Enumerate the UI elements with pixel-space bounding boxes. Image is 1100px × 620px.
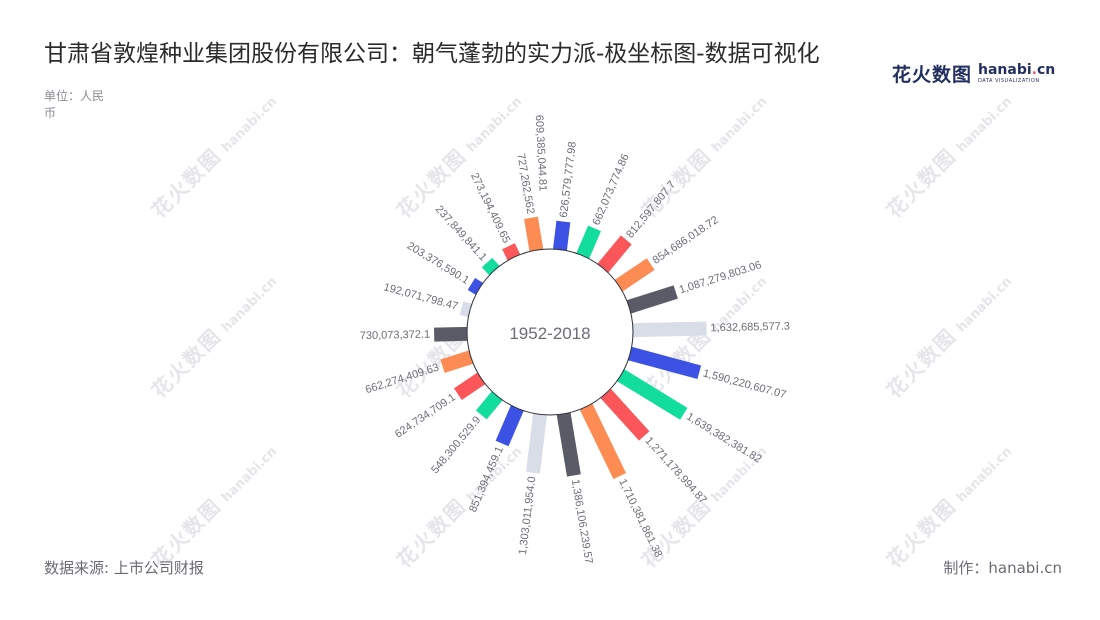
data-label: 662,274,409.63 bbox=[364, 362, 441, 397]
radial-bar bbox=[578, 401, 627, 480]
data-label: 730,073,372.1 bbox=[360, 329, 431, 343]
data-label: 1,639,382,381.82 bbox=[684, 411, 763, 466]
radial-bar bbox=[625, 285, 678, 315]
radial-bar bbox=[599, 387, 650, 441]
unit-label: 单位：人民币 bbox=[44, 89, 105, 120]
data-label: 273,194,409.65 bbox=[468, 171, 512, 245]
data-label: 1,303,011,954.0 bbox=[517, 476, 538, 556]
radial-bar bbox=[495, 403, 525, 447]
data-label-extra: 609,385,044.81 bbox=[533, 115, 549, 192]
maker-credit: 制作：hanabi.cn bbox=[943, 559, 1062, 577]
radial-bar bbox=[575, 225, 601, 261]
data-label: 1,632,685,577.3 bbox=[710, 321, 790, 335]
data-label: 1,590,220,607.07 bbox=[702, 367, 788, 401]
data-label: 1,271,178,994.87 bbox=[642, 435, 708, 507]
data-label: 237,849,841.1 bbox=[433, 203, 489, 263]
data-label: 626,579,777.98 bbox=[558, 141, 579, 218]
data-label: 851,394,459.1 bbox=[467, 445, 506, 514]
logo-english-block: hanabi.cn DATA VISUALIZATION bbox=[978, 63, 1055, 84]
radial-bar bbox=[453, 371, 487, 400]
bar-group bbox=[433, 216, 707, 480]
data-label: 203,376,590.1 bbox=[405, 240, 471, 287]
radial-bar bbox=[596, 235, 632, 275]
data-label: 192,071,798.47 bbox=[382, 281, 459, 312]
logo-chinese-text: 花火数图 bbox=[892, 63, 973, 86]
data-label: 1,710,381,861.38 bbox=[616, 477, 664, 559]
data-label: 1,087,279,803.06 bbox=[678, 259, 763, 296]
radial-bar bbox=[552, 220, 571, 253]
logo-english-text: hanabi.cn bbox=[978, 61, 1056, 78]
center-label: 1952-2018 bbox=[509, 324, 590, 343]
logo-subtitle: DATA VISUALIZATION bbox=[978, 77, 1040, 84]
radial-bar bbox=[433, 326, 470, 342]
data-label: 727,262,562 bbox=[514, 153, 536, 215]
radial-bar bbox=[467, 277, 485, 296]
radial-bar bbox=[630, 321, 707, 338]
radial-bar bbox=[475, 389, 504, 420]
radial-bar bbox=[440, 349, 475, 373]
radial-bar bbox=[524, 216, 544, 254]
radial-bar bbox=[526, 411, 548, 474]
radial-bar bbox=[556, 410, 581, 477]
data-label: 1,386,106,239.57 bbox=[569, 478, 595, 564]
radial-bar bbox=[613, 258, 655, 293]
data-label: 548,300,529.9 bbox=[429, 414, 483, 476]
data-label: 812,597,807.7 bbox=[624, 179, 678, 241]
data-source: 数据来源: 上市公司财报 bbox=[44, 559, 204, 577]
center-circle bbox=[466, 248, 634, 416]
radial-bar bbox=[615, 368, 688, 420]
data-label: 624,734,709.1 bbox=[393, 391, 458, 440]
radial-bar bbox=[481, 257, 501, 277]
data-label: 662,073,774.86 bbox=[591, 152, 632, 227]
chart-title: 甘肃省敦煌种业集团股份有限公司：朝气蓬勃的实力派-极坐标图-数据可视化 bbox=[44, 41, 820, 67]
hanabi-logo: 花火数图 hanabi.cn DATA VISUALIZATION bbox=[892, 58, 1055, 88]
radial-bar bbox=[626, 346, 702, 379]
data-label: 854,686,018.72 bbox=[651, 214, 721, 267]
